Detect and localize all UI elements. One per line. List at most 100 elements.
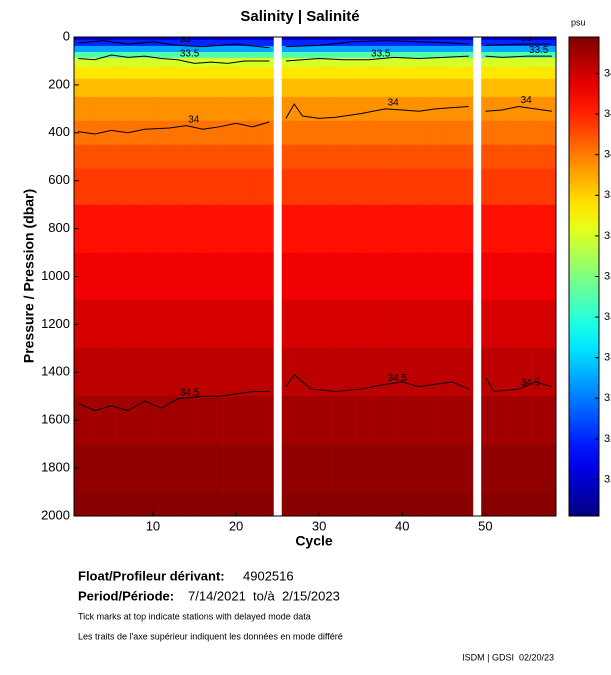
heat-cell	[306, 120, 316, 146]
heat-cell	[140, 45, 150, 53]
heat-cell	[148, 51, 158, 59]
heat-cell	[215, 444, 224, 493]
heat-cell	[348, 348, 357, 397]
heat-cell	[182, 348, 191, 397]
heat-cell	[356, 252, 366, 301]
heat-cell	[481, 492, 490, 516]
heat-cell	[381, 204, 391, 253]
heat-cell	[231, 66, 241, 80]
heat-cell	[107, 492, 116, 516]
heat-cell	[348, 492, 357, 516]
heat-cell	[123, 39, 133, 47]
heat-cell	[182, 51, 191, 59]
heat-cell	[306, 96, 316, 122]
heat-cell	[339, 144, 349, 170]
heat-cell	[339, 57, 349, 68]
heat-cell	[464, 300, 474, 349]
heat-cell	[98, 204, 108, 253]
heat-cell	[82, 204, 91, 253]
heat-cell	[364, 45, 374, 53]
heat-cell	[464, 204, 474, 253]
heat-cell	[414, 348, 424, 397]
heat-cell	[182, 444, 191, 493]
heat-cell	[265, 45, 274, 53]
heat-cell	[115, 204, 125, 253]
heat-cell	[406, 300, 416, 349]
heat-cell	[215, 144, 224, 170]
heat-cell	[497, 300, 507, 349]
heat-cell	[190, 78, 199, 98]
heat-cell	[132, 252, 141, 301]
heat-cell	[323, 51, 332, 59]
heat-cell	[240, 120, 249, 146]
y-tick-label: 200	[48, 76, 70, 91]
heat-cell	[132, 168, 141, 205]
heat-cell	[206, 66, 216, 80]
heat-cell	[331, 204, 341, 253]
heat-cell	[447, 45, 457, 53]
heat-cell	[414, 78, 424, 98]
heat-cell	[364, 348, 374, 397]
heat-cell	[514, 45, 524, 53]
heat-cell	[223, 252, 233, 301]
heat-cell	[489, 300, 499, 349]
heat-cell	[157, 37, 166, 41]
heat-cell	[82, 39, 91, 47]
heat-cell	[514, 348, 524, 397]
heat-cell	[339, 300, 349, 349]
contour-line	[285, 40, 469, 48]
x-tick-label: 10	[146, 518, 160, 533]
heat-cell	[206, 396, 216, 445]
heat-cell	[90, 39, 100, 47]
heat-cell	[240, 39, 249, 47]
heat-cell	[281, 444, 291, 493]
heat-cell	[423, 492, 432, 516]
heat-cell	[381, 57, 391, 68]
heat-cell	[398, 96, 407, 122]
heat-cell	[107, 96, 116, 122]
heat-cell	[265, 78, 274, 98]
heat-cell	[240, 66, 249, 80]
heat-cell	[531, 120, 540, 146]
heat-cell	[406, 57, 416, 68]
heat-cell	[290, 168, 299, 205]
heat-cell	[265, 168, 274, 205]
heat-cell	[439, 37, 449, 41]
heat-cell	[98, 144, 108, 170]
heat-cell	[381, 45, 391, 53]
heat-cell	[464, 252, 474, 301]
heat-cell	[506, 204, 515, 253]
heat-cell	[132, 45, 141, 53]
heat-cell	[231, 144, 241, 170]
heat-cell	[331, 396, 341, 445]
heat-cell	[190, 444, 199, 493]
y-tick-label: 800	[48, 220, 70, 235]
heat-cell	[140, 144, 150, 170]
heat-cell	[290, 57, 299, 68]
heat-cell	[148, 120, 158, 146]
heat-cell	[182, 492, 191, 516]
heat-cell	[123, 444, 133, 493]
heat-cell	[364, 57, 374, 68]
chart-title: Salinity | Salinité	[240, 8, 359, 25]
heat-cell	[140, 96, 150, 122]
heat-cell	[506, 57, 515, 68]
heat-cell	[107, 45, 116, 53]
heat-cell	[231, 78, 241, 98]
period-label: Period/Période:	[78, 588, 174, 603]
heat-cell	[456, 168, 465, 205]
heat-cell	[547, 51, 556, 59]
heat-cell	[489, 168, 499, 205]
heat-cell	[522, 96, 532, 122]
heat-cell	[439, 348, 449, 397]
heat-cell	[82, 252, 91, 301]
heat-cell	[489, 57, 499, 68]
heat-cell	[539, 51, 548, 59]
heat-cell	[223, 66, 233, 80]
heat-cell	[531, 45, 540, 53]
heat-cell	[456, 204, 465, 253]
heat-cell	[539, 444, 548, 493]
heat-cell	[123, 168, 133, 205]
heat-cell	[265, 492, 274, 516]
heat-cell	[331, 78, 341, 98]
